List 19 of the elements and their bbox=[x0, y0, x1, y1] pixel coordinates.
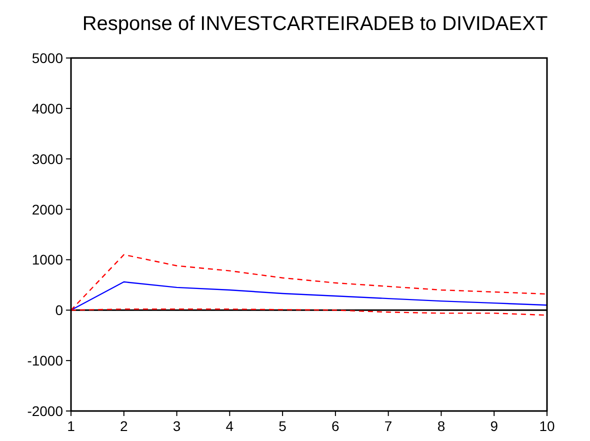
chart-title: Response of INVESTCARTEIRADEB to DIVIDAEXT bbox=[82, 13, 548, 35]
x-tick-label: 4 bbox=[226, 418, 234, 434]
x-tick-label: 2 bbox=[120, 418, 128, 434]
x-tick-label: 7 bbox=[384, 418, 392, 434]
y-tick-label: -1000 bbox=[27, 352, 64, 369]
y-tick-label: 1000 bbox=[32, 252, 64, 268]
y-tick-label: 2000 bbox=[32, 201, 64, 218]
y-tick-label: 4000 bbox=[32, 100, 64, 116]
y-tick-label: 5000 bbox=[32, 50, 64, 66]
x-tick-label: 9 bbox=[490, 418, 498, 434]
x-tick-label: 8 bbox=[437, 418, 446, 434]
x-tick-label: 3 bbox=[172, 418, 181, 434]
x-tick-label: 6 bbox=[332, 418, 340, 434]
x-tick-label: 10 bbox=[539, 418, 555, 434]
y-tick-label: 3000 bbox=[32, 150, 64, 167]
x-tick-label: 5 bbox=[278, 418, 287, 434]
y-tick-label: -2000 bbox=[27, 403, 64, 419]
x-tick-label: 1 bbox=[67, 418, 76, 434]
y-tick-label: 0 bbox=[55, 302, 64, 318]
